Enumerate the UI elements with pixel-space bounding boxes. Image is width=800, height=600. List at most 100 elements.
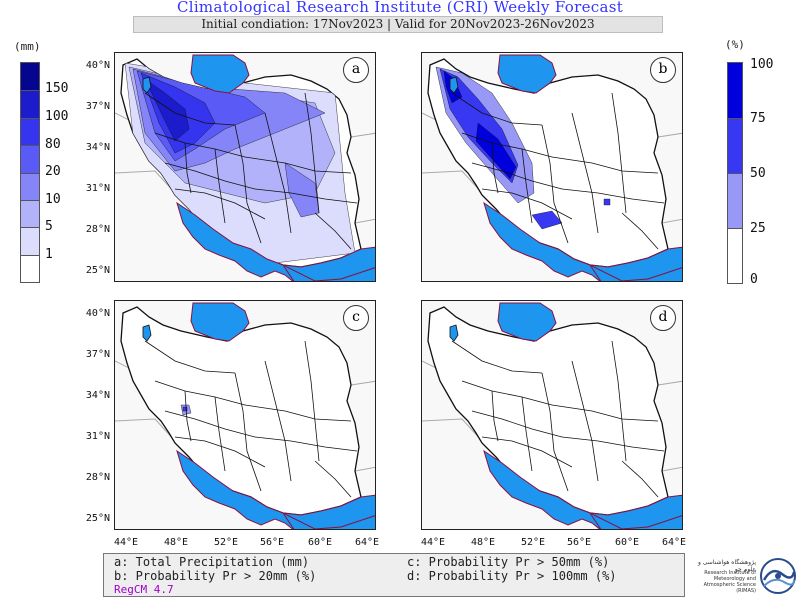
lon-label: 52°E [521, 537, 546, 548]
province-border [144, 340, 236, 374]
colorbar-segment [728, 63, 742, 118]
province-border [461, 132, 553, 158]
map-canvas [422, 301, 682, 529]
colorbar-segment [728, 118, 742, 173]
lon-label: 48°E [164, 537, 189, 548]
province-border [451, 340, 543, 374]
right-colorbar-label: 0 [750, 272, 758, 287]
sea-area [281, 511, 375, 529]
province-border [214, 148, 226, 224]
probability-colorbar [727, 62, 743, 284]
lon-label: 56°E [567, 537, 592, 548]
right-colorbar-label: 75 [750, 111, 766, 126]
precipitation-area [531, 210, 563, 230]
precipitation-area [284, 162, 320, 218]
lon-label: 60°E [615, 537, 640, 548]
lon-label: 56°E [260, 537, 285, 548]
province-border [304, 92, 320, 214]
province-border [571, 360, 599, 482]
province-border [461, 380, 553, 406]
province-border [144, 92, 236, 126]
map-canvas [422, 53, 682, 281]
map-canvas [115, 301, 375, 529]
province-border [541, 124, 569, 244]
province-border [551, 404, 659, 422]
lat-label: 37°N [85, 101, 110, 112]
province-border [491, 142, 499, 194]
province-border [611, 340, 627, 462]
province-border [164, 410, 256, 438]
left-colorbar-label: 20 [45, 164, 61, 179]
lat-label: 37°N [85, 349, 110, 360]
lake-urmia [142, 324, 152, 342]
province-border [561, 436, 665, 452]
sea-area [497, 302, 557, 342]
province-border [264, 360, 292, 482]
colorbar-segment [21, 227, 39, 255]
province-border [254, 188, 358, 204]
province-border [471, 410, 563, 438]
sea-area [190, 54, 250, 94]
colorbar-segment [21, 63, 39, 91]
lat-label: 31°N [85, 183, 110, 194]
province-border [561, 188, 665, 204]
map-panel-prob-20mm: b [421, 52, 683, 282]
province-border [621, 212, 659, 250]
lat-label: 34°N [85, 142, 110, 153]
precipitation-colorbar [20, 62, 40, 283]
panel-label: b [650, 57, 676, 83]
province-border [244, 404, 352, 422]
map-panel-prob-50mm: c [114, 300, 376, 530]
colorbar-segment [728, 228, 742, 283]
panel-label: c [343, 305, 369, 331]
colorbar-segment [21, 254, 39, 282]
province-border [234, 372, 262, 492]
legend-item-d: d: Probability Pr > 100mm (%) [407, 569, 617, 583]
right-colorbar-label: 100 [750, 57, 774, 72]
lat-label: 28°N [85, 224, 110, 235]
lat-label: 28°N [85, 472, 110, 483]
province-border [314, 212, 352, 250]
right-colorbar-label: 50 [750, 166, 766, 181]
lake-urmia [449, 324, 459, 342]
lon-label: 64°E [662, 537, 687, 548]
province-border [304, 340, 320, 462]
map-panel-total-precipitation: a [114, 52, 376, 282]
colorbar-segment [728, 173, 742, 228]
lat-label: 40°N [85, 308, 110, 319]
province-border [234, 124, 262, 244]
right-colorbar-label: 25 [750, 221, 766, 236]
panel-label: d [650, 305, 676, 331]
sea-area [588, 263, 682, 281]
lat-label: 25°N [85, 513, 110, 524]
legend-item-c: c: Probability Pr > 50mm (%) [407, 555, 610, 569]
left-colorbar-unit: (mm) [14, 40, 41, 53]
legend-item-a: a: Total Precipitation (mm) [114, 555, 310, 569]
left-colorbar-label: 80 [45, 137, 61, 152]
model-version: RegCM 4.7 [114, 583, 174, 596]
left-colorbar-label: 150 [45, 81, 69, 96]
left-colorbar-label: 5 [45, 219, 53, 234]
province-border [471, 162, 563, 190]
lon-label: 44°E [114, 537, 139, 548]
lat-label: 40°N [85, 60, 110, 71]
forecast-period-banner: Initial condiation: 17Nov2023 | Valid fo… [133, 16, 663, 33]
logo-name: پژوهشگاه هواشناسی و علوم جو [697, 559, 756, 573]
right-colorbar-unit: (%) [725, 38, 745, 51]
colorbar-segment [21, 90, 39, 118]
province-border [621, 460, 659, 498]
province-border [491, 390, 499, 442]
panel-legend: a: Total Precipitation (mm) b: Probabili… [103, 553, 685, 597]
province-border [451, 92, 543, 126]
map-canvas [115, 53, 375, 281]
lake-urmia [142, 76, 152, 94]
province-border [214, 396, 226, 472]
logo-subtitle: Research Institute of Meteorology and At… [703, 570, 756, 594]
left-colorbar-label: 100 [45, 109, 69, 124]
sea-area [190, 302, 250, 342]
precipitation-area [144, 78, 190, 142]
province-border [244, 156, 352, 174]
lon-label: 52°E [214, 537, 239, 548]
sea-area [497, 54, 557, 94]
province-border [541, 372, 569, 492]
